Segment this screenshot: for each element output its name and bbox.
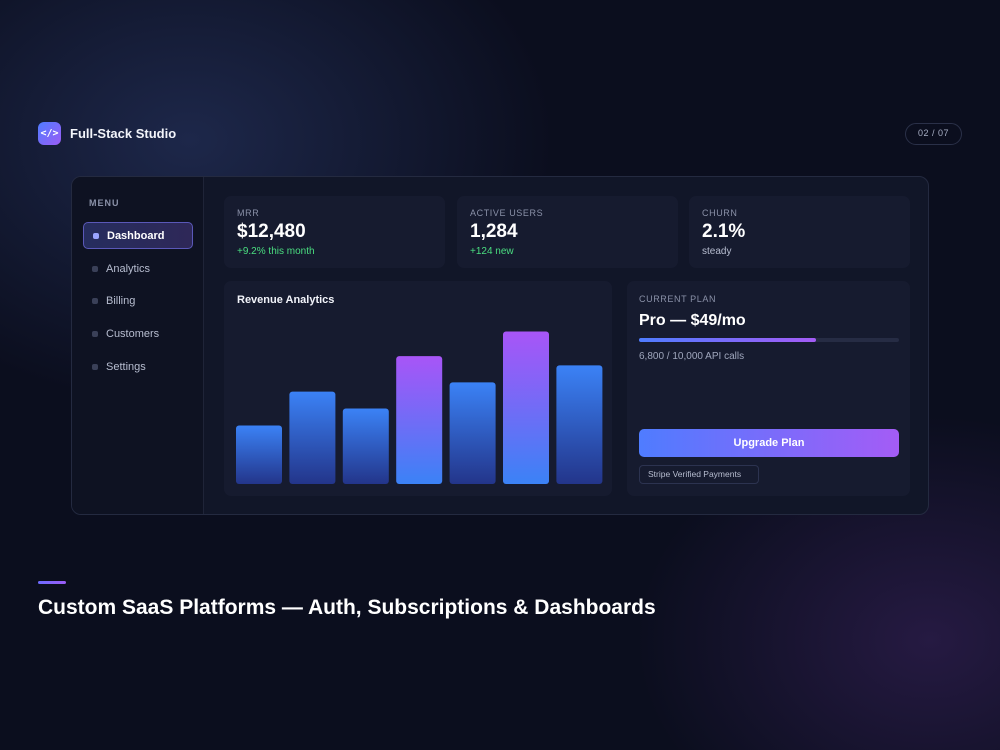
page-headline: Custom SaaS Platforms — Auth, Subscripti… [38,596,656,619]
stat-change: +124 new [470,246,514,257]
stat-label: ACTIVE USERS [470,208,544,218]
nav-dot-icon [92,265,98,272]
stat-change: steady [702,246,732,257]
sidebar-item-label: Customers [106,327,160,340]
sidebar: MENU Dashboard Analytics Billing Custome… [72,177,204,514]
revenue-bar-7 [556,365,603,484]
usage-progress-fill [639,338,816,342]
revenue-bar-5 [449,382,496,484]
sidebar-item-customers[interactable]: Customers [83,320,193,347]
dashboard-window: MENU Dashboard Analytics Billing Custome… [71,176,929,515]
revenue-bar-chart [236,331,603,484]
chart-title: Revenue Analytics [237,294,335,306]
sidebar-item-dashboard[interactable]: Dashboard [83,222,193,249]
stat-card-active-users: ACTIVE USERS 1,284 +124 new [457,196,678,268]
brand-name: Full-Stack Studio [70,126,177,141]
usage-progress-bar [639,338,899,342]
nav-dot-icon [92,297,98,304]
sidebar-item-billing[interactable]: Billing [83,287,193,314]
sidebar-item-label: Analytics [106,262,151,275]
stat-card-churn: CHURN 2.1% steady [689,196,910,268]
sidebar-item-label: Billing [106,294,136,307]
sidebar-item-settings[interactable]: Settings [83,353,193,380]
plan-name: Pro — $49/mo [639,312,746,329]
revenue-bar-3 [342,408,389,484]
revenue-chart-card: Revenue Analytics [224,281,612,496]
stat-label: MRR [237,208,260,218]
stat-change: +9.2% this month [237,246,315,257]
stripe-verified-badge: Stripe Verified Payments [639,465,759,484]
nav-dot-icon [92,363,98,370]
revenue-bar-2 [289,391,336,484]
accent-divider [38,581,66,584]
sidebar-item-analytics[interactable]: Analytics [83,255,193,282]
stat-value: 1,284 [470,221,518,242]
sidebar-item-label: Settings [106,360,146,373]
stat-value: $12,480 [237,221,306,242]
plan-usage-text: 6,800 / 10,000 API calls [639,351,745,362]
sidebar-item-label: Dashboard [107,229,165,242]
page-counter: 02 / 07 [905,123,962,145]
brand: </> Full-Stack Studio [38,122,176,145]
revenue-bar-6 [503,331,549,484]
stat-value: 2.1% [702,221,746,242]
stat-card-mrr: MRR $12,480 +9.2% this month [224,196,445,268]
nav-dot-icon [92,330,98,337]
stat-label: CHURN [702,208,738,218]
revenue-bar-1 [236,425,282,484]
nav-dot-icon [93,232,99,239]
upgrade-plan-button[interactable]: Upgrade Plan [639,429,899,457]
menu-title: MENU [89,198,120,208]
plan-label: CURRENT PLAN [639,294,717,304]
current-plan-card: CURRENT PLAN Pro — $49/mo 6,800 / 10,000… [627,281,910,496]
revenue-bar-4 [396,356,443,484]
code-icon: </> [38,122,61,145]
